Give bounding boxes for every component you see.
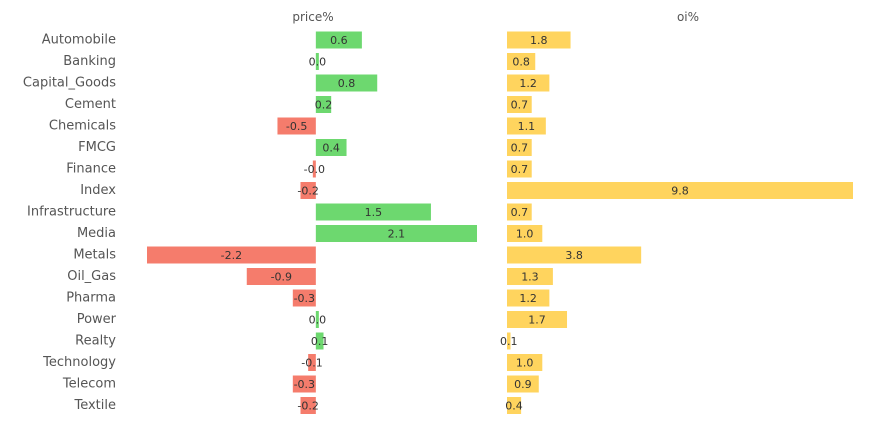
bar-value-label: 0.4: [322, 142, 340, 155]
bar-value-label: 1.8: [530, 34, 548, 47]
category-label: Capital_Goods: [23, 76, 116, 91]
bar: [507, 96, 532, 113]
bar-value-label: 0.4: [505, 400, 523, 413]
bar: [507, 268, 553, 285]
bar: [315, 311, 319, 328]
bar: [507, 246, 642, 264]
bar: [300, 182, 316, 199]
bar-value-label: 0.0: [309, 56, 327, 69]
panel-title: oi%: [677, 10, 699, 24]
bar: [308, 354, 316, 371]
bar: [147, 246, 316, 264]
category-label: Textile: [73, 398, 116, 413]
bar-value-label: 1.1: [518, 120, 536, 133]
bar-value-label: -0.3: [294, 378, 315, 391]
bar: [507, 117, 546, 135]
category-label: Technology: [42, 355, 116, 370]
bar-value-label: 0.1: [500, 335, 518, 348]
bar: [507, 332, 511, 350]
category-label: Power: [77, 312, 117, 327]
category-label: Cement: [65, 97, 116, 112]
bar-value-label: 1.7: [528, 314, 546, 327]
bar: [507, 311, 568, 328]
bar: [507, 74, 550, 92]
bar: [507, 354, 543, 371]
category-label: Index: [80, 183, 116, 198]
bar-value-label: 0.7: [511, 206, 529, 219]
bar: [507, 203, 532, 221]
category-label: Telecom: [62, 377, 116, 392]
bar-value-label: 0.7: [511, 163, 529, 176]
bar-value-label: 0.1: [311, 335, 329, 348]
category-label: Media: [77, 226, 116, 241]
category-label: Metals: [73, 248, 116, 263]
bar-value-label: 1.2: [519, 77, 537, 90]
category-label: Banking: [63, 54, 116, 69]
bar: [300, 397, 316, 414]
category-label: Chemicals: [49, 119, 116, 134]
bar-value-label: -0.2: [297, 400, 318, 413]
bar-value-label: 0.0: [309, 314, 327, 327]
bar-value-label: 1.5: [365, 206, 383, 219]
bar-value-label: 0.8: [512, 56, 530, 69]
bar: [507, 139, 532, 156]
bar: [315, 332, 324, 350]
bar: [507, 397, 522, 414]
bar-value-label: 0.9: [514, 378, 532, 391]
category-label: Automobile: [42, 33, 116, 48]
bar: [507, 53, 536, 70]
category-label: Oil_Gas: [67, 269, 116, 284]
bar: [507, 31, 571, 49]
bar: [277, 117, 316, 135]
bar-value-label: 1.3: [521, 271, 539, 284]
bar: [507, 182, 853, 199]
bar-value-label: 0.2: [315, 99, 333, 112]
bar: [315, 74, 378, 92]
bar: [315, 203, 431, 221]
category-label: Finance: [66, 162, 116, 177]
bar: [315, 53, 319, 70]
category-label: Pharma: [66, 291, 116, 306]
bar: [315, 31, 362, 49]
bar: [315, 225, 477, 242]
bar: [312, 160, 316, 178]
bar: [507, 225, 543, 242]
bar: [507, 289, 550, 307]
category-label: Realty: [75, 334, 116, 349]
bar-value-label: -0.5: [286, 120, 307, 133]
bar-value-label: 0.7: [511, 99, 529, 112]
bar-value-label: -2.2: [221, 249, 242, 262]
category-label: FMCG: [78, 140, 116, 155]
bar-value-label: 0.8: [338, 77, 356, 90]
bar: [315, 139, 347, 156]
bar-value-label: 2.1: [388, 228, 406, 241]
bar-value-label: 1.0: [516, 228, 534, 241]
bar: [315, 96, 332, 113]
bar: [292, 289, 316, 307]
bar-value-label: 1.2: [519, 292, 537, 305]
bar-value-label: -0.3: [294, 292, 315, 305]
panel-title: price%: [292, 10, 333, 24]
bar-value-label: 1.0: [516, 357, 534, 370]
bar-value-label: 9.8: [671, 185, 689, 198]
bar-value-label: 0.7: [511, 142, 529, 155]
category-label: Infrastructure: [27, 205, 116, 220]
bar-value-label: 0.6: [330, 34, 348, 47]
bar-value-label: -0.9: [271, 271, 292, 284]
bar: [246, 268, 316, 285]
bar: [507, 160, 532, 178]
bar-value-label: -0.1: [301, 357, 322, 370]
bar: [507, 375, 539, 393]
bar-value-label: 3.8: [565, 249, 583, 262]
bar-value-label: -0.2: [297, 185, 318, 198]
bar-value-label: -0.0: [304, 163, 325, 176]
bar: [292, 375, 316, 393]
